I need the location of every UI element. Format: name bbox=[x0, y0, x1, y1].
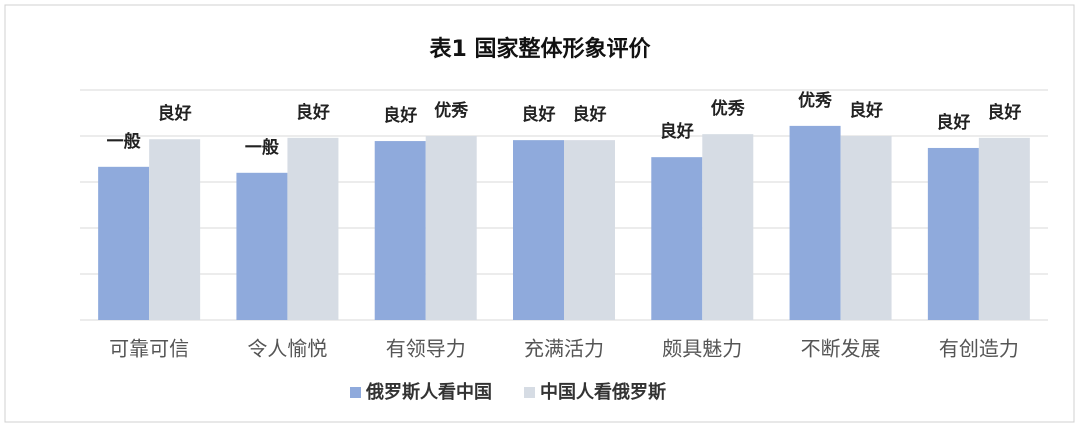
bar bbox=[978, 137, 1030, 320]
data-label: 良好 bbox=[296, 102, 330, 123]
data-label: 一般 bbox=[245, 137, 279, 158]
bar bbox=[651, 157, 703, 320]
bar bbox=[702, 134, 754, 320]
legend-swatch bbox=[350, 387, 361, 398]
bar bbox=[425, 136, 477, 320]
data-label: 良好 bbox=[383, 105, 417, 126]
data-label: 良好 bbox=[936, 112, 970, 133]
x-tick-label: 不断发展 bbox=[801, 337, 881, 361]
bar bbox=[564, 140, 615, 320]
x-tick-label: 充满活力 bbox=[524, 337, 604, 361]
data-label: 良好 bbox=[849, 100, 883, 121]
data-label: 良好 bbox=[660, 121, 694, 142]
data-label: 良好 bbox=[573, 104, 607, 125]
legend-swatch bbox=[524, 387, 535, 398]
legend-label: 中国人看俄罗斯 bbox=[540, 381, 666, 403]
data-label: 一般 bbox=[107, 131, 141, 152]
bar bbox=[374, 141, 426, 320]
bar bbox=[287, 137, 339, 320]
bar bbox=[98, 166, 150, 320]
x-tick-label: 可靠可信 bbox=[109, 337, 189, 361]
bar bbox=[840, 136, 892, 320]
legend-label: 俄罗斯人看中国 bbox=[365, 381, 492, 403]
x-tick-label: 令人愉悦 bbox=[247, 337, 327, 361]
data-label: 优秀 bbox=[798, 90, 832, 111]
data-label: 良好 bbox=[158, 103, 192, 124]
x-tick-label: 颇具魅力 bbox=[662, 337, 742, 361]
bar bbox=[513, 140, 564, 320]
data-label: 优秀 bbox=[434, 100, 468, 121]
x-tick-label: 有领导力 bbox=[386, 337, 466, 361]
bar bbox=[236, 172, 288, 320]
data-label: 优秀 bbox=[711, 98, 745, 119]
bar bbox=[149, 139, 201, 320]
x-tick-label: 有创造力 bbox=[939, 337, 1019, 361]
bar bbox=[789, 125, 841, 320]
chart-title: 表1 国家整体形象评价 bbox=[430, 36, 652, 62]
data-label: 良好 bbox=[987, 102, 1021, 123]
data-label: 良好 bbox=[522, 104, 556, 125]
bar bbox=[927, 147, 979, 320]
